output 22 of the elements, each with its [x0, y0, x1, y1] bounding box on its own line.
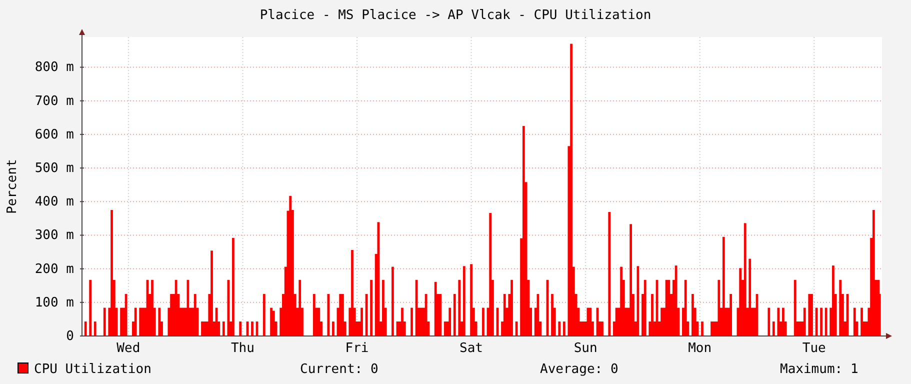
y-tick-label: 0 [66, 329, 74, 344]
text: Average: 0 [540, 362, 618, 377]
text: Maximum: 1 [780, 362, 858, 377]
text: Current: 0 [300, 362, 378, 377]
y-tick-label: 500 m [34, 161, 74, 176]
x-tick-label: Mon [688, 341, 712, 356]
x-tick-label: Fri [345, 341, 369, 356]
y-axis-title: Percent [5, 159, 20, 214]
x-tick-label: Thu [230, 341, 254, 356]
y-tick-label: 600 m [34, 127, 74, 142]
y-tick-label: 400 m [34, 194, 74, 210]
x-tick-label: Wed [116, 341, 140, 356]
x-tick-label: Sat [460, 341, 484, 356]
x-tick-label: Sun [574, 341, 598, 356]
y-tick-label: 100 m [34, 295, 74, 310]
y-tick-label: 200 m [34, 262, 74, 277]
chart-title: Placice - MS Placice -> AP Vlcak - CPU Utilization [260, 8, 652, 23]
y-tick-label: 800 m [34, 60, 74, 76]
x-tick-label: Tue [802, 341, 826, 356]
legend-label: CPU Utilization [34, 362, 152, 377]
y-tick-label: 700 m [34, 94, 74, 109]
y-tick-label: 300 m [34, 228, 74, 244]
